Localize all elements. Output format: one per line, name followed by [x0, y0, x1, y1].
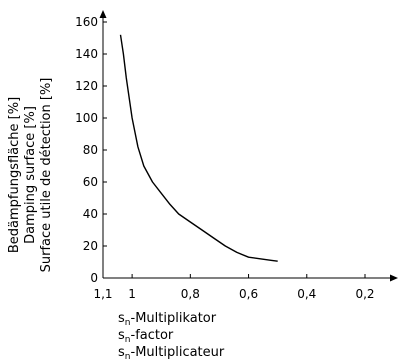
y-tick-label: 160 — [75, 15, 98, 29]
y-axis-label-line: Surface utile de détection [%] — [39, 78, 54, 273]
x-tick-label: 1 — [128, 287, 136, 301]
x-tick-label: 0,6 — [239, 287, 258, 301]
y-axis-label: Bedämpfungsfläche [%] Damping surface [%]… — [7, 78, 54, 273]
x-axis-label-line: sn-factor — [118, 328, 174, 345]
y-tick-label: 60 — [83, 175, 98, 189]
y-axis-label-line: Damping surface [%] — [23, 106, 38, 244]
x-axis-label-line: sn-Multiplikator — [118, 311, 217, 328]
y-axis-label-line: Bedämpfungsfläche [%] — [7, 97, 22, 253]
x-axis-label-line: sn-Multiplicateur — [118, 345, 225, 362]
y-tick-label: 120 — [75, 79, 98, 93]
y-tick-label: 140 — [75, 47, 98, 61]
x-axis-arrow — [390, 274, 398, 282]
y-tick-label: 80 — [83, 143, 98, 157]
x-tick-label: 0,2 — [355, 287, 374, 301]
y-tick-label: 40 — [83, 207, 98, 221]
y-axis-arrow — [99, 10, 107, 18]
y-tick-label: 20 — [83, 239, 98, 253]
axes — [99, 10, 398, 282]
series — [119, 34, 278, 262]
y-tick-label: 100 — [75, 111, 98, 125]
series-line-1 — [119, 34, 278, 262]
ticks: 0 20 40 60 80 100 120 140 160 1,1 1 0,8 0,6 0,4 0,2 — [75, 15, 374, 301]
x-tick-label: 1,1 — [93, 287, 112, 301]
y-tick-label: 0 — [90, 271, 98, 285]
x-tick-label: 0,8 — [181, 287, 200, 301]
x-tick-label: 0,4 — [297, 287, 316, 301]
